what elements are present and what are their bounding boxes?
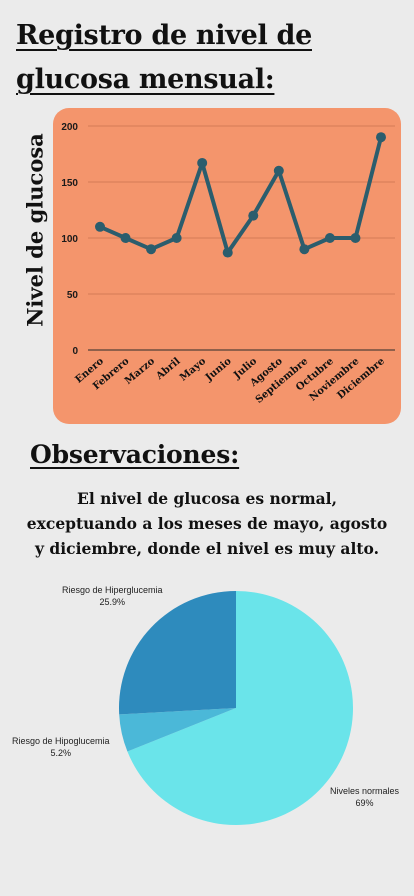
x-tick-label: Abril [154,356,183,383]
series-line [98,135,383,255]
y-tick-label: 50 [67,290,79,301]
line-chart-series [95,132,386,258]
pie-label-name: Riesgo de Hiperglucemia [62,585,163,595]
data-point [299,244,310,255]
pie-label-normales: Niveles normales 69% [330,785,399,809]
data-point [171,233,182,243]
pie-label-value: 25.9% [99,597,126,607]
data-point [95,221,105,232]
y-tick-label: 100 [61,234,78,245]
line-chart-y-ticks: 0 50 100 150 200 [61,122,78,357]
pie-label-value: 5.2% [50,748,72,758]
y-tick-label: 150 [61,178,78,189]
pie-label-name: Niveles normales [330,786,400,796]
pie-slice [119,591,236,715]
pie-label-hiperglucemia: Riesgo de Hiperglucemia 25.9% [62,584,163,608]
pie-chart [119,591,353,825]
page-title: Registro de nivel de glucosa mensual: [16,20,312,95]
x-tick-label: Junio [203,356,234,384]
data-point [350,233,361,243]
line-chart-x-labels: EneroFebreroMarzoAbrilMayoJunioJulioAgos… [73,356,387,406]
data-point [120,233,131,243]
data-point [197,157,208,168]
data-point [146,244,157,255]
pie-label-value: 69% [355,798,374,808]
pie-label-name: Riesgo de Hipoglucemia [12,736,110,746]
data-point [376,132,386,143]
x-tick-label: Mayo [178,356,208,384]
observations-text: El nivel de glucosa es normal, exceptuan… [26,489,388,558]
data-point [273,165,284,176]
data-point [248,210,259,221]
pie-label-hipoglucemia: Riesgo de Hipoglucemia 5.2% [12,735,110,759]
data-point [324,233,335,243]
pie-slice [119,708,236,752]
observations-title: Observaciones: [30,440,240,469]
y-tick-label: 200 [61,122,78,133]
pie-slice [127,591,353,825]
line-chart-card [53,108,401,424]
y-tick-label: 0 [72,346,78,357]
data-point [222,247,233,258]
